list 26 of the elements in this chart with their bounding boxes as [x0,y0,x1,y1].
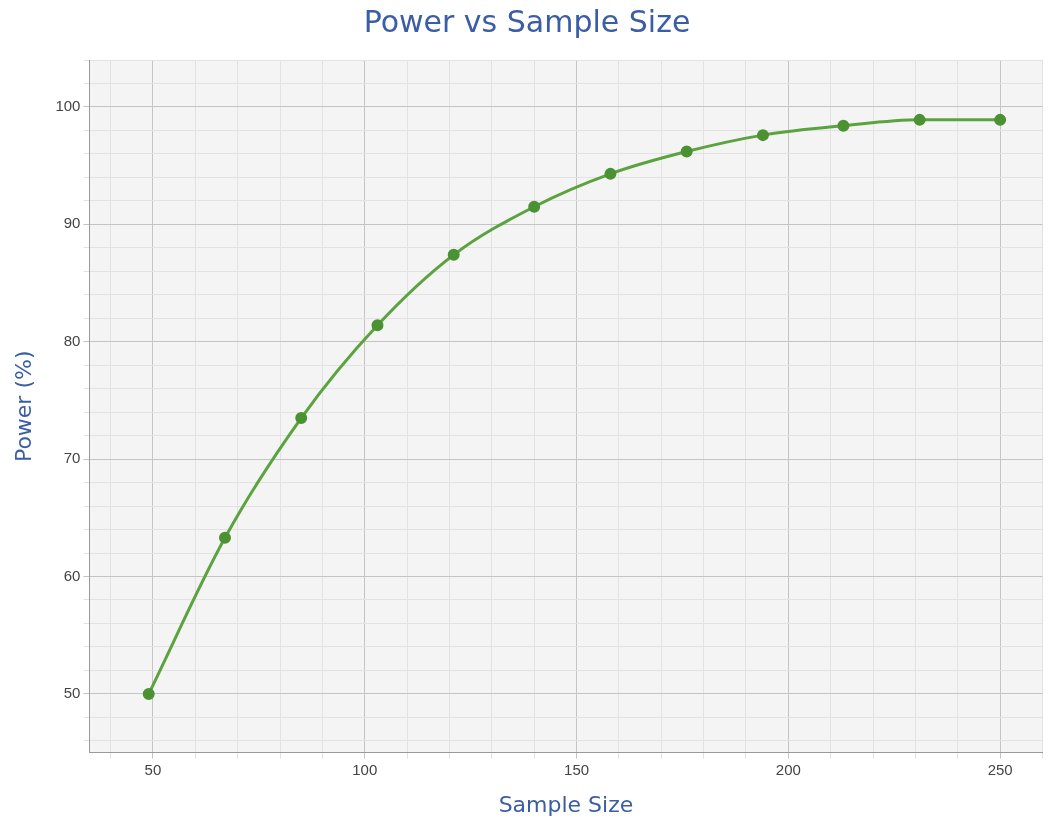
y-axis-title: Power (%) [10,350,36,463]
x-axis-title: Sample Size [498,791,634,817]
y-tick-label: 70 [63,449,81,467]
point [756,129,769,142]
y-tick-label: 90 [63,214,81,232]
chart-title: Power vs Sample Size [363,3,691,39]
point [295,412,308,425]
x-tick-label: 200 [775,760,801,778]
y-tick-label: 100 [55,97,81,115]
point [837,119,850,132]
point [604,167,617,180]
point [447,248,460,261]
point [142,687,155,700]
y-tick-label: 60 [63,566,81,584]
point [218,531,231,544]
x-tick-label: 250 [987,760,1013,778]
x-tick-label: 150 [564,760,590,778]
x-tick-label: 50 [144,760,162,778]
point [680,145,693,158]
y-tick-label: 50 [63,684,81,702]
point [994,113,1007,126]
point [371,319,384,332]
y-tick-label: 80 [63,331,81,349]
point [913,113,926,126]
point [528,200,541,213]
x-tick-label: 100 [352,760,378,778]
